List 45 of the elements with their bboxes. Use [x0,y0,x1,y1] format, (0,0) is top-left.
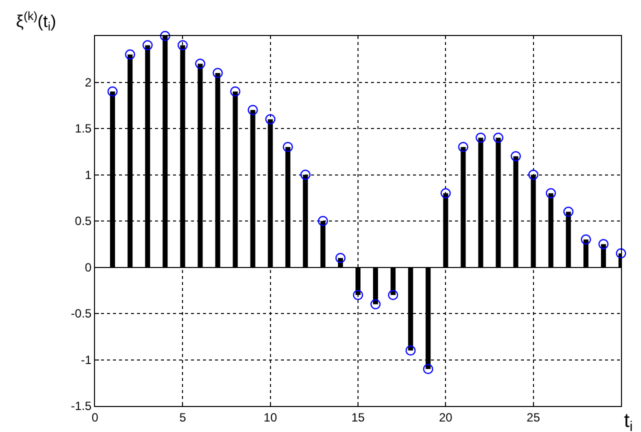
point [335,252,346,264]
point [212,68,223,78]
point [282,142,293,152]
y-tick-label: 1 [84,168,92,182]
x-axis-title: t$_{i}$ [624,410,633,432]
point [580,234,592,245]
point [510,151,521,162]
point [563,206,574,217]
point [616,248,626,258]
point [476,132,486,143]
point [406,345,416,356]
x-tick-label: 25 [526,410,540,424]
y-axis-title: ξ$^{(k)}$(t$_{i}$) [16,9,56,34]
point [423,364,434,374]
point [124,49,136,60]
y-tick-label: -0.5 [70,306,92,321]
point [318,216,328,226]
y-tick-label: -1 [80,352,92,367]
point [458,142,468,152]
point [352,290,364,300]
point [160,30,170,42]
x-tick-label: 5 [179,410,186,424]
point [598,239,609,250]
point [440,188,451,198]
y-tick-label: -1.5 [70,399,92,414]
x-tick-label: 20 [438,410,453,424]
point [248,104,258,116]
y-tick-label: 0 [84,260,92,274]
y-tick-label: 2 [84,75,92,90]
point [493,132,504,143]
point [107,86,118,97]
point [300,170,310,180]
y-tick-label: 0.5 [74,214,92,228]
point [388,290,398,300]
x-tick-label: 15 [351,410,365,424]
point [528,170,538,180]
point [265,114,276,124]
point [142,40,153,50]
point [195,58,206,69]
y-tick-label: 1.5 [74,122,92,136]
x-tick-label: 10 [264,410,278,424]
point [230,86,240,97]
point [178,40,188,50]
point [370,299,381,310]
point [546,188,556,198]
